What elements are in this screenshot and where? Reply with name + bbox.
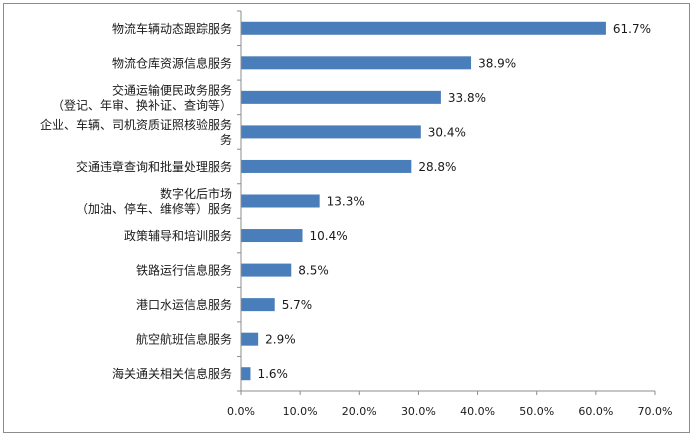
data-label: 30.4% [428, 125, 466, 139]
bar [241, 21, 606, 35]
category-label: 企业、车辆、司机资质证照核验服务务 [40, 117, 232, 147]
x-tick-label: 60.0% [578, 405, 613, 418]
bar [241, 367, 251, 381]
category-label: 航空航班信息服务 [136, 332, 232, 347]
x-tick-label: 50.0% [519, 405, 554, 418]
category-label-line: 交通违章查询和批量处理服务 [76, 159, 232, 174]
category-label: 铁路运行信息服务 [136, 263, 232, 278]
category-label-line: 政策辅导和培训服务 [124, 228, 232, 243]
category-label: 物流仓库资源信息服务 [112, 55, 232, 70]
x-tick-label: 20.0% [342, 405, 377, 418]
category-label: 海关通关相关信息服务 [112, 366, 232, 381]
category-label-line: 铁路运行信息服务 [136, 263, 232, 278]
category-label: 数字化后市场（加油、停车、维修等）服务 [76, 186, 232, 216]
data-label: 38.9% [478, 56, 516, 70]
bar [241, 194, 320, 208]
category-label-line: 物流车辆动态跟踪服务 [112, 21, 232, 36]
bar [241, 332, 259, 346]
category-label-line: 企业、车辆、司机资质证照核验服务 [40, 117, 232, 132]
bar [241, 298, 275, 312]
category-label-line: 海关通关相关信息服务 [112, 366, 232, 381]
data-label: 1.6% [257, 367, 288, 381]
bar [241, 56, 472, 70]
axes-group: 0.0% 10.0% 20.0% 30.0% 40.0% 50.0% 60.0% 70.0% [227, 10, 673, 418]
category-label: 物流车辆动态跟踪服务 [112, 21, 232, 36]
value-labels-group: 61.7% 38.9% 33.8% 30.4% 28.8% 13.3% 10.4% 8.5% 5… [257, 22, 651, 381]
bar [241, 159, 412, 173]
category-label-line: （登记、年审、换补证、查询等） [52, 97, 232, 112]
category-label: 港口水运信息服务 [136, 297, 232, 312]
category-label-line: 交通运输便民政务服务 [112, 82, 232, 97]
data-label: 5.7% [282, 298, 313, 312]
category-label: 政策辅导和培训服务 [124, 228, 232, 243]
bar [241, 90, 441, 104]
category-label-line: 物流仓库资源信息服务 [112, 55, 232, 70]
x-tick-label: 40.0% [460, 405, 495, 418]
x-tick-label: 30.0% [401, 405, 436, 418]
data-label: 10.4% [310, 229, 348, 243]
data-label: 13.3% [327, 195, 365, 209]
category-label: 交通违章查询和批量处理服务 [76, 159, 232, 174]
x-tick-label: 10.0% [283, 405, 318, 418]
data-label: 33.8% [448, 91, 486, 105]
data-label: 2.9% [265, 333, 296, 347]
x-tick-label: 0.0% [227, 405, 255, 418]
category-label: 交通运输便民政务服务（登记、年审、换补证、查询等） [52, 82, 232, 112]
category-label-line: （加油、停车、维修等）服务 [76, 201, 232, 216]
bars-group [241, 21, 606, 381]
bar [241, 263, 292, 277]
category-label-line: 务 [220, 132, 232, 147]
category-label-line: 航空航班信息服务 [136, 332, 232, 347]
category-label-line: 港口水运信息服务 [136, 297, 232, 312]
data-label: 28.8% [418, 160, 456, 174]
bar [241, 229, 303, 243]
x-tick-label: 70.0% [638, 405, 673, 418]
category-label-line: 数字化后市场 [160, 186, 232, 201]
chart-frame [3, 3, 690, 433]
data-label: 8.5% [298, 264, 329, 278]
bar [241, 125, 421, 139]
data-label: 61.7% [613, 22, 651, 36]
category-labels-group: 物流车辆动态跟踪服务物流仓库资源信息服务交通运输便民政务服务（登记、年审、换补证… [40, 21, 232, 381]
